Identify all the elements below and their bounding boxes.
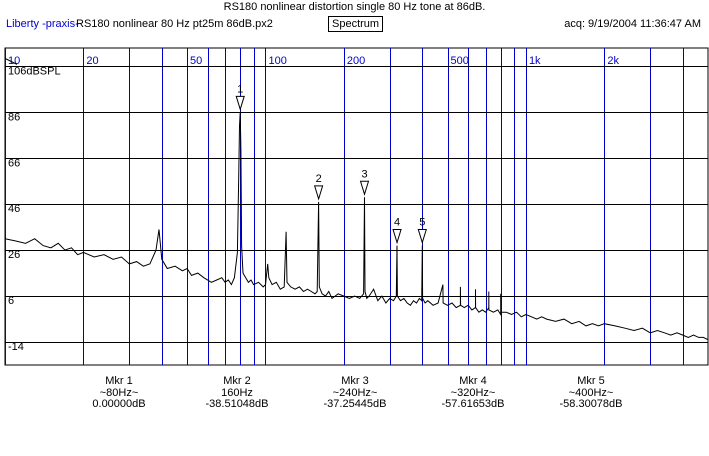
marker-4: 4 <box>392 217 402 245</box>
marker-triangle-icon <box>235 95 245 112</box>
y-tick-label: 66 <box>8 157 20 169</box>
marker-readout-freq: ~400Hz~ <box>568 386 614 399</box>
marker-5: 5 <box>417 217 427 245</box>
marker-readout-freq: ~240Hz~ <box>332 386 378 399</box>
marker-readout-name: Mkr 5 <box>577 375 605 387</box>
app-label: Liberty -praxis- <box>6 18 79 30</box>
y-tick-label: 26 <box>8 249 20 261</box>
y-tick-label: 86 <box>8 111 20 123</box>
marker-readout-level: 0.00000dB <box>92 398 146 410</box>
marker-triangle-icon <box>417 229 427 245</box>
marker-readout-name: Mkr 2 <box>223 375 251 387</box>
marker-label: 4 <box>394 217 400 229</box>
marker-readout-name: Mkr 3 <box>341 375 369 387</box>
marker-3: 3 <box>359 168 370 197</box>
x-tick-label: 50 <box>190 55 202 67</box>
spectrum-mode-button[interactable]: Spectrum <box>328 16 384 32</box>
marker-readout-level: -37.25445dB <box>323 398 387 410</box>
marker-readout-freq: 160Hz <box>221 386 253 399</box>
marker-readout-5: Mkr 5 ~400Hz~ -58.30078dB <box>536 375 646 411</box>
marker-label: 1 <box>237 83 243 95</box>
marker-label: 5 <box>419 217 425 229</box>
marker-readout-4: Mkr 4 ~320Hz~ -57.61653dB <box>418 375 528 411</box>
marker-readout-level: -57.61653dB <box>441 398 505 410</box>
x-tick-label: 2k <box>607 55 619 67</box>
y-tick-label: 46 <box>8 203 20 215</box>
marker-1: 1 <box>235 83 245 112</box>
x-tick-label: 20 <box>86 55 98 67</box>
marker-triangle-icon <box>392 229 402 245</box>
y-tick-label: 6 <box>8 295 14 307</box>
marker-label: 2 <box>316 173 322 185</box>
file-label: RS180 nonlinear 80 Hz pt25m 86dB.px2 <box>76 18 273 30</box>
marker-label: 3 <box>361 168 367 180</box>
marker-readout-level: -58.30078dB <box>559 398 623 410</box>
x-tick-label: 200 <box>347 55 365 67</box>
marker-readout-freq: ~320Hz~ <box>450 386 496 399</box>
plot-frame <box>4 47 709 366</box>
y-tick-label: -14 <box>8 341 24 353</box>
reference-level-icon <box>4 57 18 65</box>
spectrum-trace <box>4 112 709 341</box>
marker-readout-1: Mkr 1 ~80Hz~ 0.00000dB <box>64 375 174 411</box>
marker-readout-3: Mkr 3 ~240Hz~ -37.25445dB <box>300 375 410 411</box>
y-tick-label: 106dBSPL <box>8 65 61 77</box>
marker-2: 2 <box>313 173 324 201</box>
marker-readout-name: Mkr 4 <box>459 375 487 387</box>
x-tick-label: 1k <box>529 55 541 67</box>
marker-readout-name: Mkr 1 <box>105 375 133 387</box>
x-tick-label: 500 <box>451 55 469 67</box>
acquisition-timestamp: acq: 9/19/2004 11:36:47 AM <box>564 18 701 30</box>
marker-readout-2: Mkr 2 160Hz -38.51048dB <box>182 375 292 411</box>
marker-triangle-icon <box>359 180 370 197</box>
marker-readout-level: -38.51048dB <box>205 398 269 410</box>
marker-triangle-icon <box>313 185 324 201</box>
marker-readout-freq: ~80Hz~ <box>99 386 139 399</box>
x-tick-label: 100 <box>268 55 286 67</box>
chart-title: RS180 nonlinear distortion single 80 Hz … <box>223 1 486 13</box>
